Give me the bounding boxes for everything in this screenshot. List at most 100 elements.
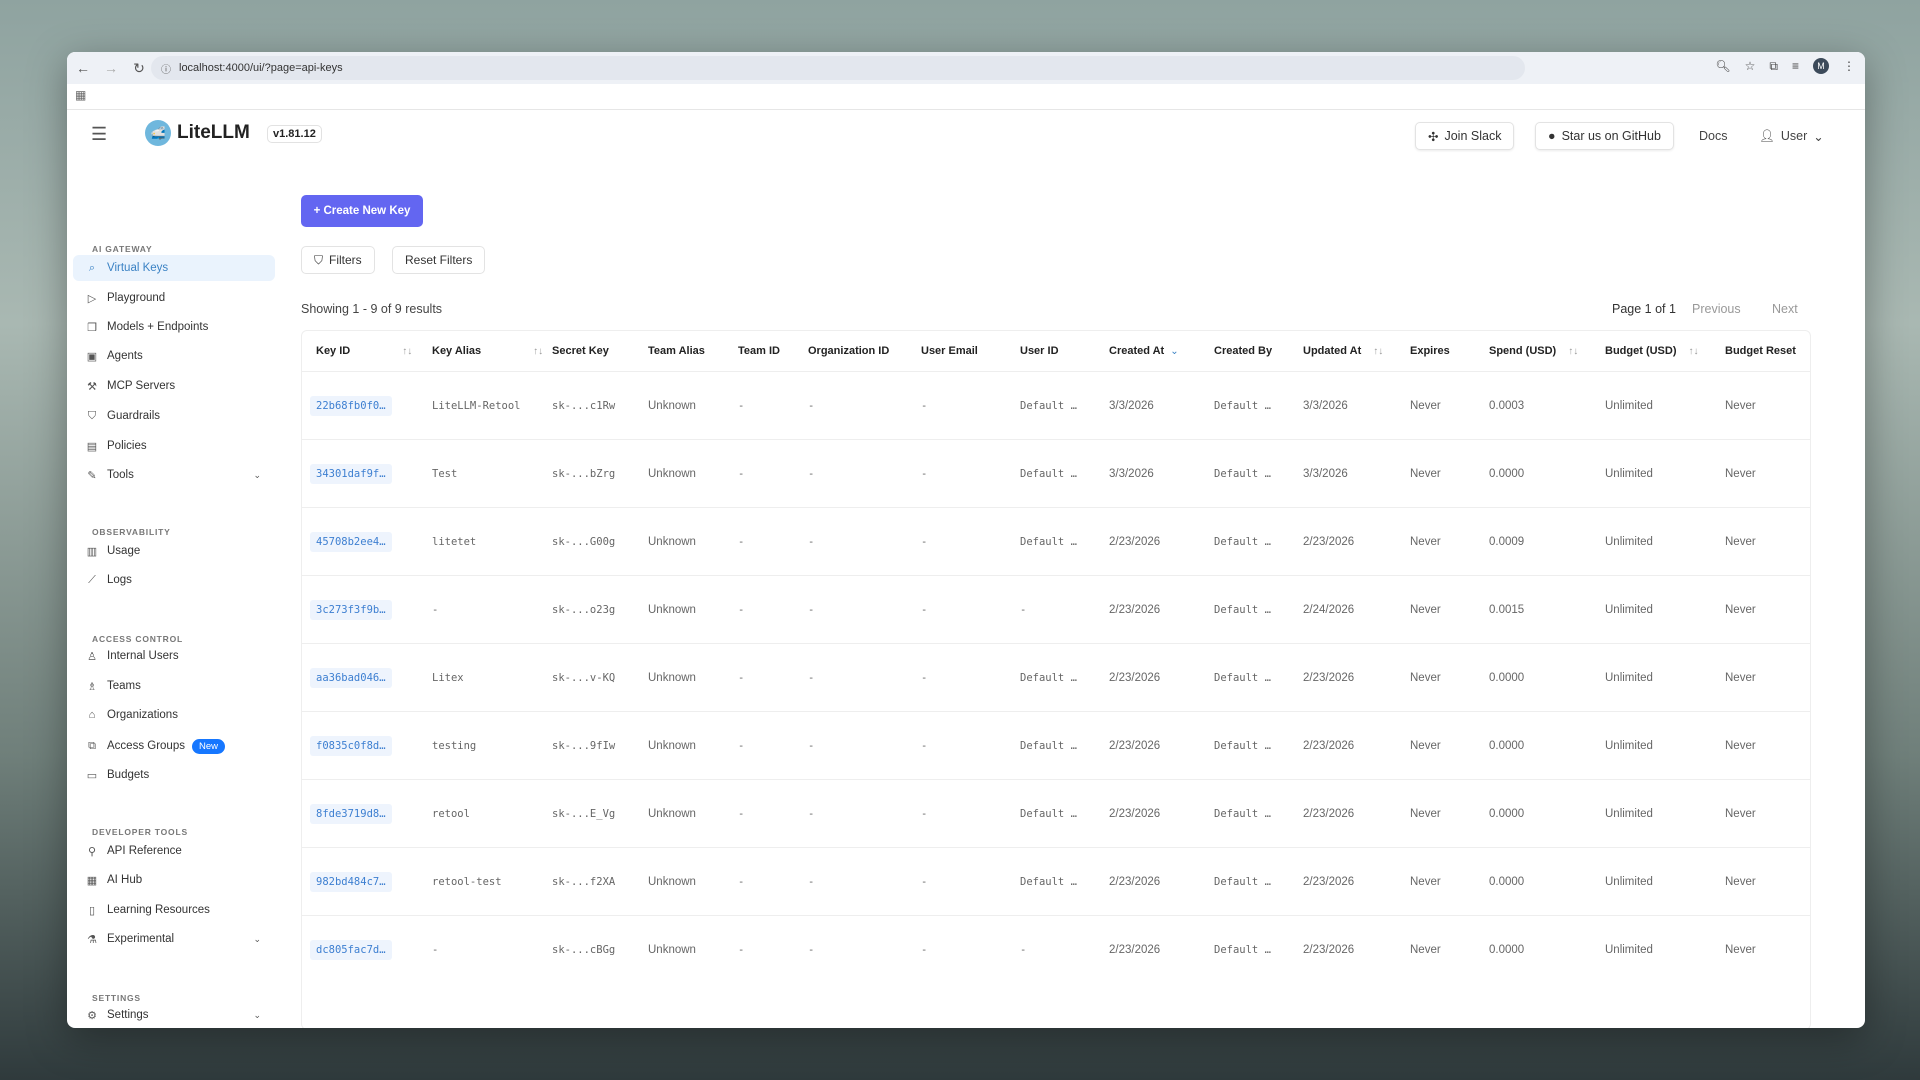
logo[interactable]: 🚅 LiteLLM: [145, 120, 250, 146]
sidebar-item-agents[interactable]: ▣ Agents: [73, 343, 275, 369]
sort-icon[interactable]: ↑↓: [1373, 345, 1384, 357]
cell-expires: Never: [1410, 848, 1441, 916]
sidebar-item-playground[interactable]: ▷ Playground: [73, 285, 275, 311]
sort-desc-icon[interactable]: ⌄: [1170, 345, 1179, 357]
sort-icon[interactable]: ↑↓: [402, 345, 413, 357]
column-header-updated-at[interactable]: Updated At ↑↓: [1303, 331, 1383, 371]
create-new-key-button[interactable]: + Create New Key: [301, 195, 423, 227]
column-header-secret-key[interactable]: Secret Key: [552, 331, 609, 371]
sidebar-item-ai-hub[interactable]: ▦ AI Hub: [73, 867, 275, 893]
table-row[interactable]: aa36bad046… Litex sk-...v-KQ Unknown - - - Defa…: [302, 643, 1810, 711]
column-header-created-by[interactable]: Created By: [1214, 331, 1272, 371]
sidebar-item-budgets[interactable]: ▭ Budgets: [73, 762, 275, 788]
api-icon: ⚲: [87, 845, 97, 858]
column-header-team-alias[interactable]: Team Alias: [648, 331, 705, 371]
sidebar-item-api-reference[interactable]: ⚲ API Reference: [73, 838, 275, 864]
table-row[interactable]: f0835c0f8d… testing sk-...9fIw Unknown - - - De…: [302, 711, 1810, 779]
table-row[interactable]: 3c273f3f9b… - sk-...o23g Unknown - - - - 2/23/20…: [302, 575, 1810, 643]
column-header-user-id[interactable]: User ID: [1020, 331, 1059, 371]
star-icon[interactable]: ☆: [1744, 59, 1756, 73]
sidebar-item-tools[interactable]: ✎ Tools ⌄: [73, 462, 275, 488]
column-header-key-alias[interactable]: Key Alias ↑↓: [432, 331, 543, 371]
table-row[interactable]: 8fde3719d8… retool sk-...E_Vg Unknown - - - Def…: [302, 779, 1810, 847]
cell-key-id[interactable]: 45708b2ee4…: [310, 508, 392, 576]
previous-button[interactable]: Previous: [1692, 302, 1741, 316]
cell-expires: Never: [1410, 508, 1441, 576]
profile-avatar[interactable]: M: [1813, 58, 1829, 74]
sidebar-item-teams[interactable]: ♗ Teams: [73, 673, 275, 699]
zoom-icon[interactable]: 🔍︎: [1715, 59, 1731, 73]
cell-value: Litex: [432, 672, 464, 684]
extensions-icon[interactable]: ⧉: [1769, 58, 1778, 73]
key-id-link[interactable]: 8fde3719d8…: [310, 804, 392, 824]
cell-budget-usd-: Unlimited: [1605, 916, 1653, 984]
docs-link[interactable]: Docs: [1699, 129, 1728, 143]
cell-key-id[interactable]: 34301daf9f…: [310, 440, 392, 508]
apps-icon[interactable]: ▦: [75, 88, 87, 102]
sidebar-item-internal-users[interactable]: ♙ Internal Users: [73, 643, 275, 669]
column-header-key-id[interactable]: Key ID ↑↓: [316, 331, 412, 371]
sidebar-item-learning-resources[interactable]: ▯ Learning Resources: [73, 897, 275, 923]
sidebar-item-policies[interactable]: ▤ Policies: [73, 433, 275, 459]
sidebar-item-usage[interactable]: ▥ Usage: [73, 538, 275, 564]
github-button[interactable]: ● Star us on GitHub: [1535, 122, 1674, 150]
sort-icon[interactable]: ↑↓: [1568, 345, 1579, 357]
table-row[interactable]: 45708b2ee4… litetet sk-...G00g Unknown - - - De…: [302, 507, 1810, 575]
next-button[interactable]: Next: [1772, 302, 1798, 316]
column-header-spend-usd-[interactable]: Spend (USD) ↑↓: [1489, 331, 1578, 371]
column-header-user-email[interactable]: User Email: [921, 331, 978, 371]
cell-value: Never: [1725, 604, 1756, 616]
cell-key-id[interactable]: 22b68fb0f0…: [310, 372, 392, 440]
cell-key-id[interactable]: 982bd484c7…: [310, 848, 392, 916]
cell-key-id[interactable]: f0835c0f8d…: [310, 712, 392, 780]
cell-created-by: Default …: [1214, 916, 1271, 984]
table-row[interactable]: 22b68fb0f0… LiteLLM-Retool sk-...c1Rw Unkno…: [302, 371, 1810, 439]
sidebar-item-virtual-keys[interactable]: ⌕ Virtual Keys: [73, 255, 275, 281]
sort-icon[interactable]: ↑↓: [533, 345, 544, 357]
sidebar-item-experimental[interactable]: ⚗ Experimental ⌄: [73, 926, 275, 952]
key-id-link[interactable]: 45708b2ee4…: [310, 532, 392, 552]
sidebar-item-models-endpoints[interactable]: ❒ Models + Endpoints: [73, 314, 275, 340]
column-header-organization-id[interactable]: Organization ID: [808, 331, 889, 371]
table-row[interactable]: 34301daf9f… Test sk-...bZrg Unknown - - - Defau…: [302, 439, 1810, 507]
column-header-created-at[interactable]: Created At ⌄: [1109, 331, 1179, 371]
sidebar-item-settings[interactable]: ⚙ Settings ⌄: [73, 1002, 275, 1028]
reset-filters-button[interactable]: Reset Filters: [392, 246, 486, 274]
key-id-link[interactable]: 982bd484c7…: [310, 872, 392, 892]
key-id-link[interactable]: f0835c0f8d…: [310, 736, 392, 756]
column-header-budget-reset[interactable]: Budget Reset: [1725, 331, 1796, 371]
sidebar-item-mcp-servers[interactable]: ⚒ MCP Servers: [73, 373, 275, 399]
forward-icon[interactable]: →: [104, 60, 118, 76]
filters-button[interactable]: ⛉ Filters: [301, 246, 375, 274]
table-row[interactable]: 982bd484c7… retool-test sk-...f2XA Unknown -…: [302, 847, 1810, 915]
table-row[interactable]: dc805fac7d… - sk-...cBGg Unknown - - - - 2/23/20…: [302, 915, 1810, 983]
user-menu[interactable]: 👤︎ User ⌄: [1759, 129, 1824, 144]
key-id-link[interactable]: aa36bad046…: [310, 668, 392, 688]
reload-icon[interactable]: ↻: [133, 59, 145, 76]
sidebar-item-organizations[interactable]: ⌂ Organizations: [73, 702, 275, 728]
sidebar-item-guardrails[interactable]: ⛉ Guardrails: [73, 403, 275, 429]
media-icon[interactable]: ≡: [1791, 59, 1799, 73]
key-id-link[interactable]: 22b68fb0f0…: [310, 396, 392, 416]
back-icon[interactable]: ←: [76, 60, 90, 76]
cell-key-id[interactable]: aa36bad046…: [310, 644, 392, 712]
info-icon[interactable]: ⓘ: [161, 64, 171, 76]
collapse-menu-icon[interactable]: ☰: [91, 124, 108, 144]
sort-icon[interactable]: ↑↓: [1688, 345, 1699, 357]
column-header-expires[interactable]: Expires: [1410, 331, 1450, 371]
key-id-link[interactable]: 3c273f3f9b…: [310, 600, 392, 620]
column-header-budget-usd-[interactable]: Budget (USD) ↑↓: [1605, 331, 1699, 371]
sidebar-item-logs[interactable]: ⟋ Logs: [73, 567, 275, 593]
more-icon[interactable]: ⋮: [1843, 59, 1855, 73]
column-header-team-id[interactable]: Team ID: [738, 331, 780, 371]
cell-key-id[interactable]: 3c273f3f9b…: [310, 576, 392, 644]
key-id-link[interactable]: 34301daf9f…: [310, 464, 392, 484]
address-bar[interactable]: ⓘ localhost:4000/ui/?page=api-keys: [151, 56, 1525, 80]
cell-user-email: -: [921, 644, 927, 712]
join-slack-button[interactable]: ✣ Join Slack: [1415, 122, 1515, 150]
cell-key-id[interactable]: dc805fac7d…: [310, 916, 392, 984]
cell-expires: Never: [1410, 712, 1441, 780]
cell-key-id[interactable]: 8fde3719d8…: [310, 780, 392, 848]
sidebar-item-access-groups[interactable]: ⧉ Access Groups New: [73, 733, 275, 759]
key-id-link[interactable]: dc805fac7d…: [310, 940, 392, 960]
